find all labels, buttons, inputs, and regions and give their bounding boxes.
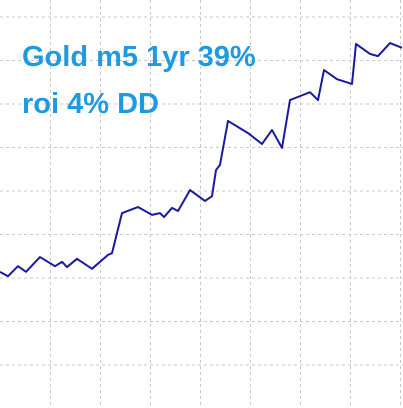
- chart-title: Gold m5 1yr 39%: [22, 41, 256, 73]
- line: [0, 42, 403, 278]
- plot: [0, 42, 403, 278]
- chart-subtitle: roi 4% DD: [22, 88, 159, 120]
